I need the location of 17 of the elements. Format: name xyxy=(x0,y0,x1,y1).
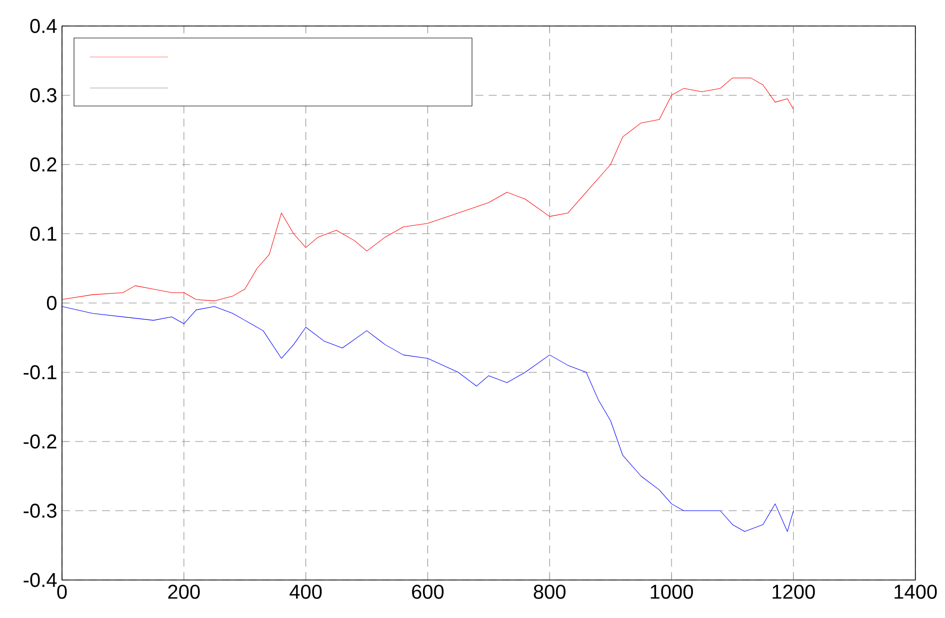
y-tick-label: -0.2 xyxy=(24,434,56,449)
y-tick-label: -0.1 xyxy=(24,365,56,380)
x-tick-label: 1400 xyxy=(894,584,937,599)
x-tick-label: 1000 xyxy=(650,584,693,599)
x-tick-label: 800 xyxy=(534,584,566,599)
y-tick-label: 0.3 xyxy=(30,88,56,102)
x-tick-label: 400 xyxy=(290,584,322,599)
y-tick-label: -0.4 xyxy=(24,572,57,588)
y-tick-label: 0.2 xyxy=(30,157,56,172)
y-tick-label: 0.1 xyxy=(30,226,56,241)
y-tick-label: 0 xyxy=(46,296,56,310)
x-tick-label: 600 xyxy=(412,584,444,599)
x-tick-label: 1200 xyxy=(772,584,815,599)
y-tick-label: 0.4 xyxy=(30,18,57,34)
x-tick-label: 200 xyxy=(168,584,200,599)
x-tick-label: 0 xyxy=(57,584,67,599)
y-tick-label: -0.3 xyxy=(24,504,56,518)
